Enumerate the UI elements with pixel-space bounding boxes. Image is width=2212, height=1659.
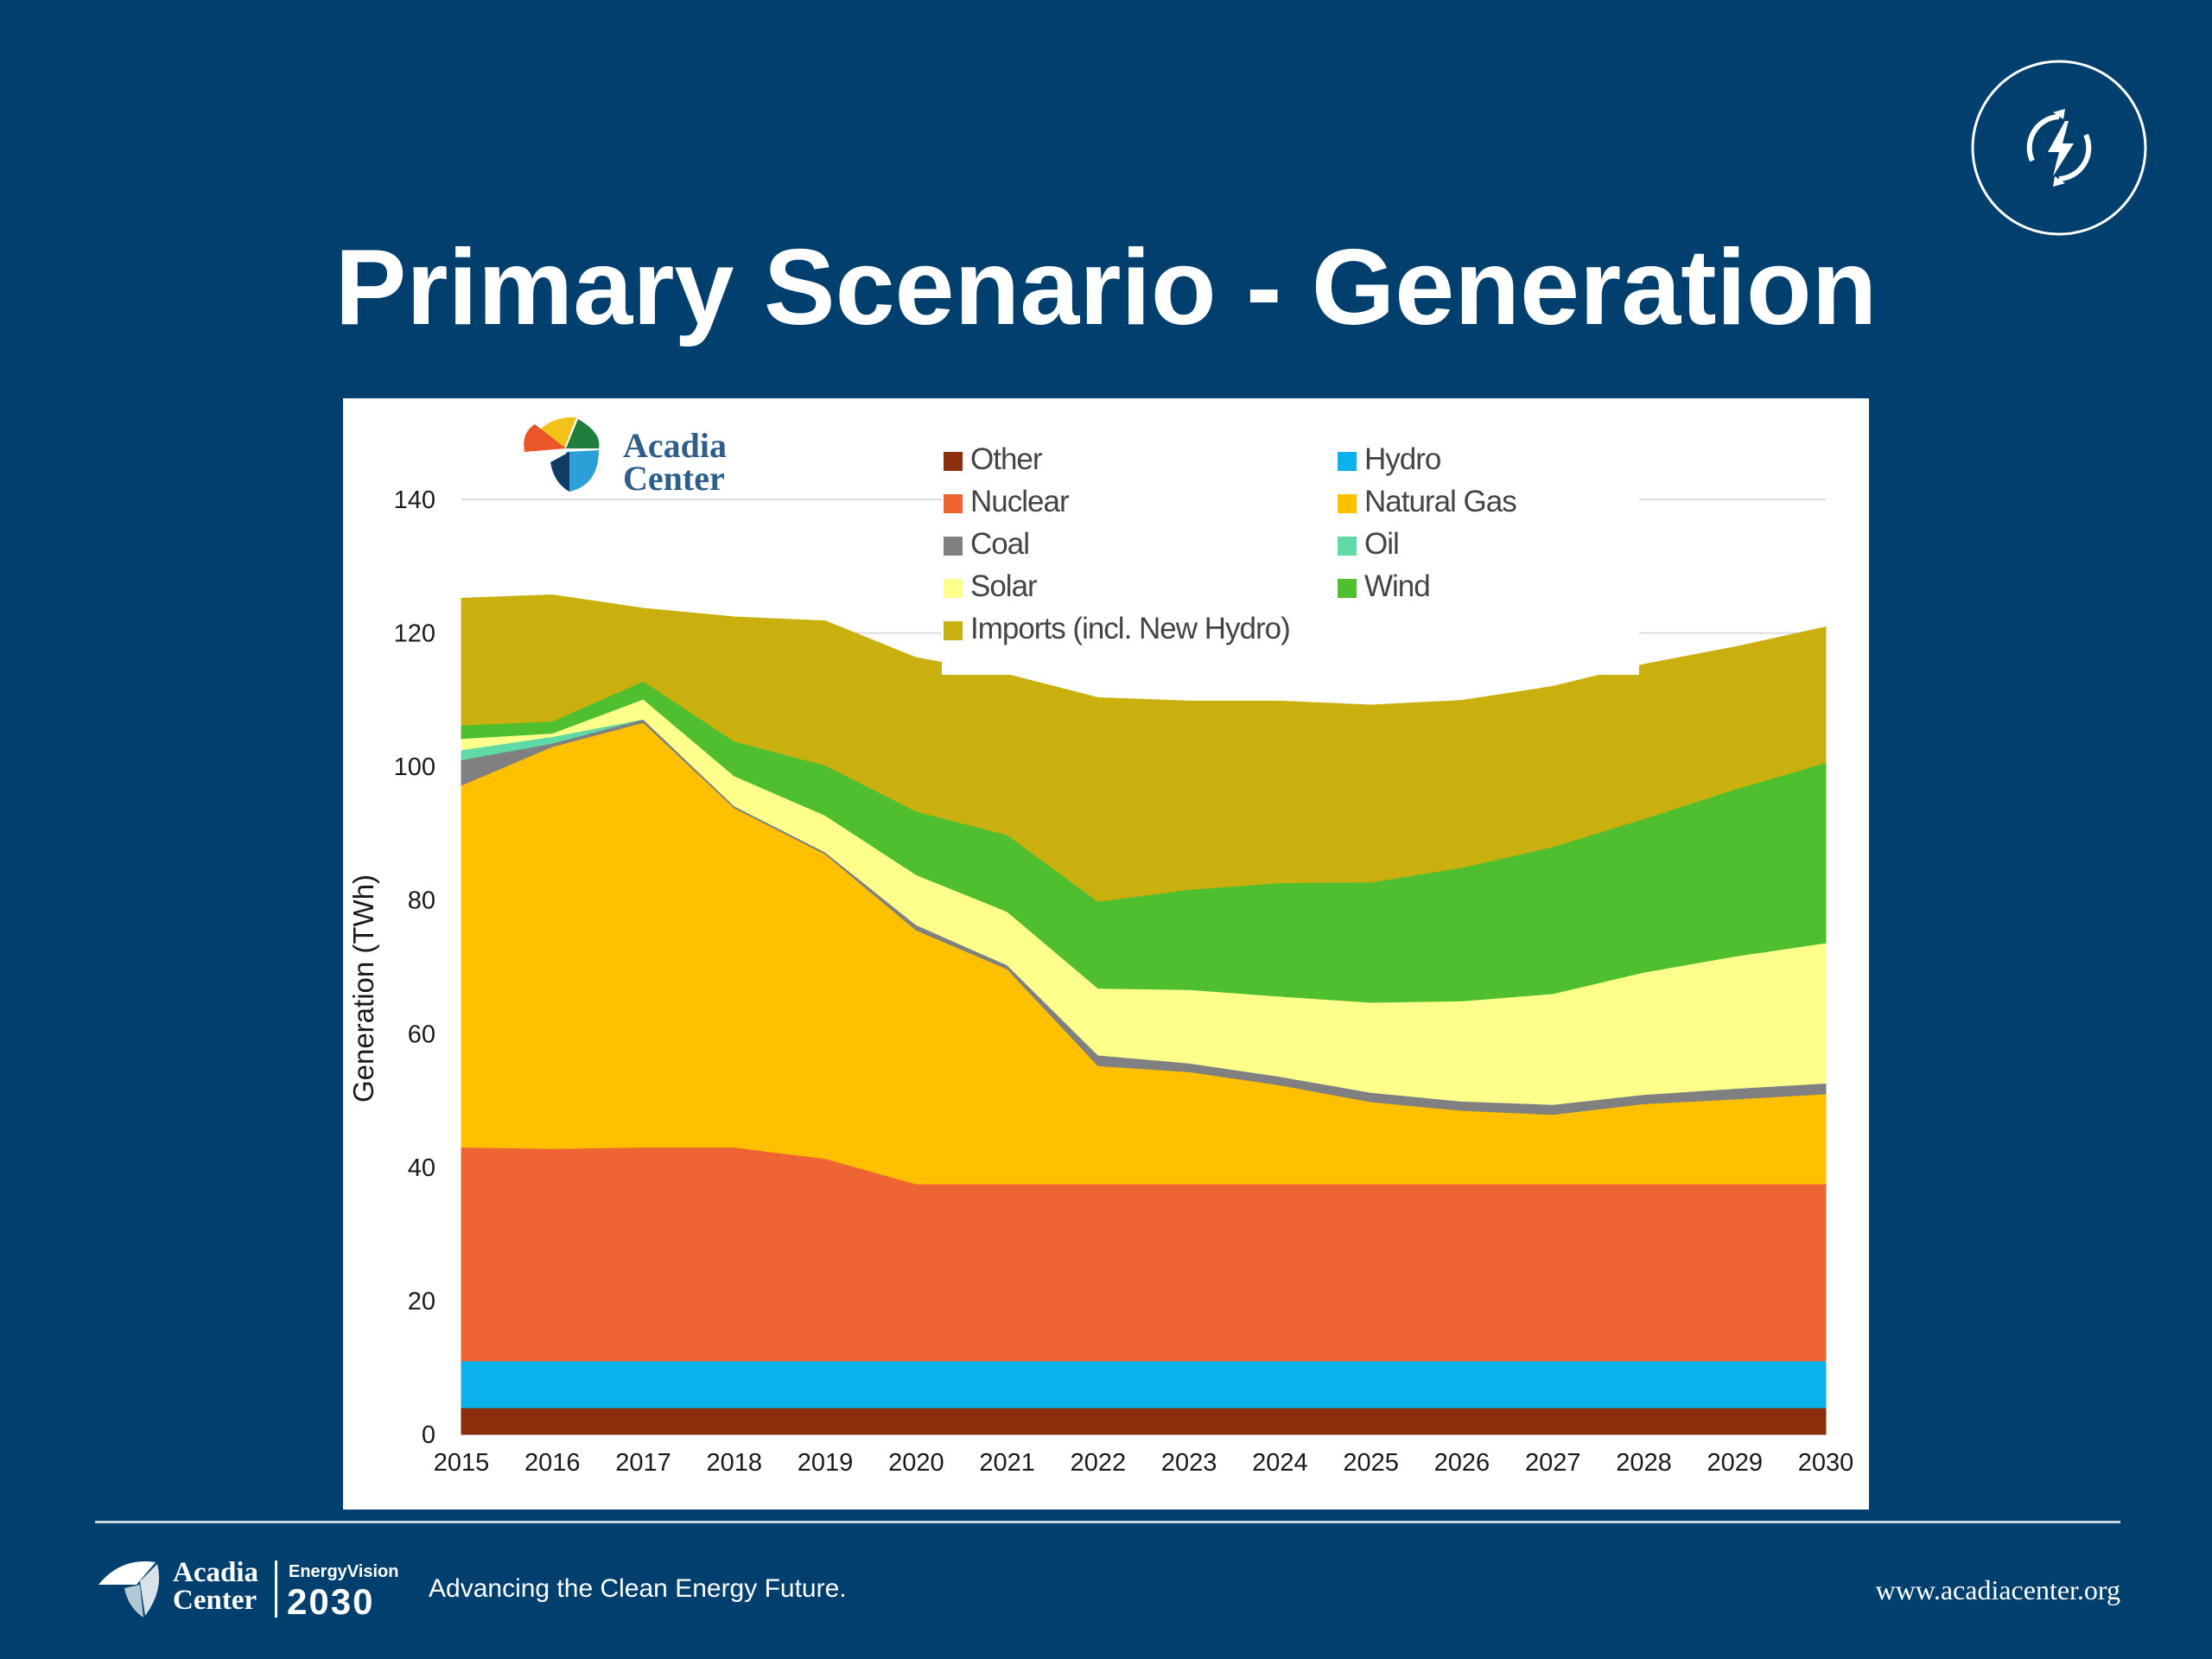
x-tick-label-2027: 2027 xyxy=(1525,1449,1581,1477)
legend-background xyxy=(942,429,1639,675)
x-tick-label-2029: 2029 xyxy=(1707,1449,1763,1477)
logo-segment-blue xyxy=(566,450,599,492)
legend-label-other: Other xyxy=(970,442,1043,476)
footer-tagline: Advancing the Clean Energy Future. xyxy=(429,1574,847,1603)
legend-label-oil: Oil xyxy=(1364,527,1399,561)
lightning-bolt-cycle-icon xyxy=(1971,60,2147,236)
legend-swatch-solar xyxy=(944,579,963,598)
legend-swatch-coal xyxy=(944,537,963,556)
x-tick-label-2018: 2018 xyxy=(707,1449,763,1477)
x-tick-label-2019: 2019 xyxy=(798,1449,854,1477)
x-tick-label-2017: 2017 xyxy=(615,1449,671,1477)
area-other xyxy=(461,1407,1827,1435)
y-tick-label-40: 40 xyxy=(408,1154,435,1182)
x-tick-label-2016: 2016 xyxy=(524,1449,581,1477)
footer-program-name: EnergyVision xyxy=(289,1562,399,1581)
x-tick-label-2026: 2026 xyxy=(1434,1449,1491,1477)
chart-logo-line1: Acadia xyxy=(623,426,727,465)
footer-brand-divider xyxy=(275,1560,277,1618)
x-tick-label-2020: 2020 xyxy=(888,1449,944,1477)
legend-label-hydro: Hydro xyxy=(1364,442,1440,476)
y-tick-label-20: 20 xyxy=(408,1287,435,1315)
logo-segment-navy xyxy=(550,452,569,492)
legend-label-natural-gas: Natural Gas xyxy=(1364,485,1516,518)
legend-label-wind: Wind xyxy=(1364,569,1430,603)
x-tick-label-2023: 2023 xyxy=(1161,1449,1217,1477)
legend-label-nuclear: Nuclear xyxy=(970,485,1070,518)
area-hydro xyxy=(461,1360,1827,1408)
x-tick-label-2021: 2021 xyxy=(979,1449,1035,1477)
logo-segment-green xyxy=(566,419,600,448)
legend-swatch-nuclear xyxy=(944,494,963,513)
slide-title: Primary Scenario - Generation xyxy=(334,228,1878,347)
footer-brand-line2: Center xyxy=(173,1585,257,1616)
logo-segment-orange xyxy=(524,424,566,452)
legend-swatch-hydro xyxy=(1338,452,1357,471)
x-tick-label-2022: 2022 xyxy=(1071,1449,1127,1477)
generation-area-chart: 0 20 40 60 80 100 120 140 2015 2016 2017 2018 2019 20… xyxy=(347,416,1854,1477)
legend-label-coal: Coal xyxy=(970,527,1029,561)
footer-url[interactable]: www.acadiacenter.org xyxy=(1875,1574,2120,1605)
footer-divider-line xyxy=(95,1521,2120,1523)
legend-swatch-other xyxy=(944,452,963,471)
legend-label-solar: Solar xyxy=(970,569,1038,603)
y-tick-label-120: 120 xyxy=(394,620,435,648)
legend-swatch-oil xyxy=(1338,537,1357,556)
legend-label-imports-incl-new-hydro-: Imports (incl. New Hydro) xyxy=(970,612,1290,645)
chart-logo-line2: Center xyxy=(623,459,725,498)
legend-swatch-imports-incl-new-hydro- xyxy=(944,621,963,640)
x-tick-label-2028: 2028 xyxy=(1616,1449,1672,1477)
x-tick-label-2015: 2015 xyxy=(434,1449,490,1477)
chart-panel: 0 20 40 60 80 100 120 140 2015 2016 2017 2018 2019 20… xyxy=(343,398,1869,1510)
footer-brand: Acadia Center xyxy=(173,1557,258,1616)
footer-brand-line1: Acadia xyxy=(173,1557,258,1588)
y-tick-label-80: 80 xyxy=(408,887,435,915)
x-tick-label-2025: 2025 xyxy=(1343,1449,1399,1477)
x-tick-label-2024: 2024 xyxy=(1252,1449,1308,1477)
acadia-logo-icon xyxy=(99,1561,160,1618)
y-tick-label-0: 0 xyxy=(422,1421,435,1449)
footer-program-year: 2030 xyxy=(287,1581,375,1622)
y-axis-label: Generation (TWh) xyxy=(347,874,379,1103)
y-tick-label-140: 140 xyxy=(394,486,435,514)
legend-swatch-natural-gas xyxy=(1338,494,1357,513)
x-tick-label-2030: 2030 xyxy=(1798,1449,1854,1477)
y-tick-label-100: 100 xyxy=(394,753,435,781)
y-tick-label-60: 60 xyxy=(408,1020,435,1048)
legend-swatch-wind xyxy=(1338,579,1357,598)
